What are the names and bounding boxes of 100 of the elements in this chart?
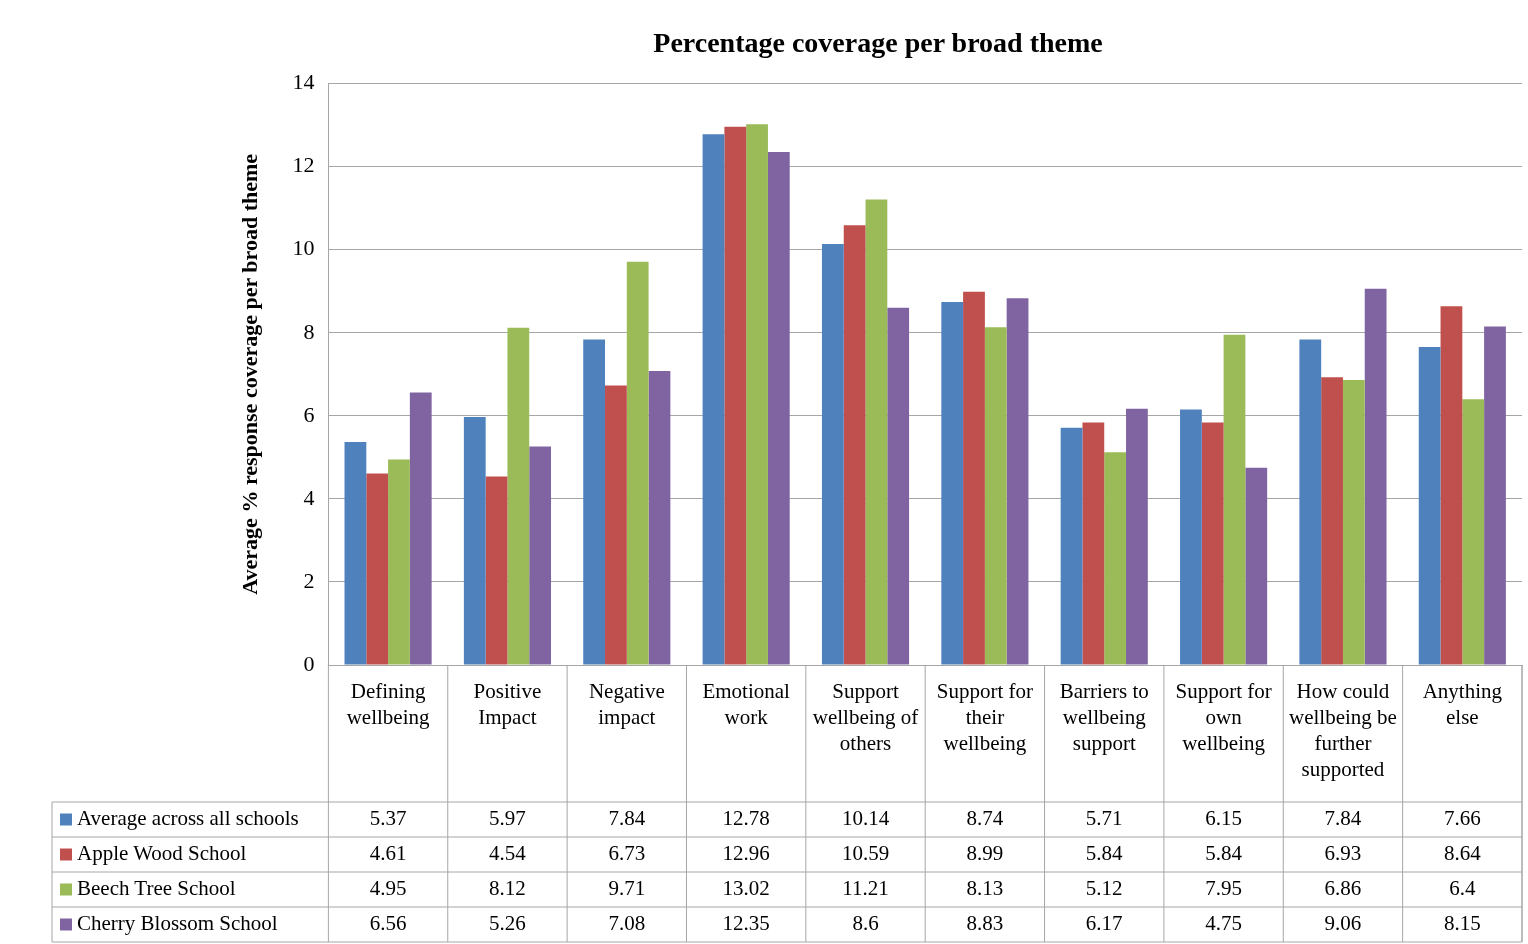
x-tick-label: Positive Impact <box>473 678 542 729</box>
data-label: 9.71 <box>608 876 646 901</box>
bar <box>1126 408 1148 665</box>
data-label: 7.66 <box>1443 806 1481 831</box>
bar <box>388 459 410 665</box>
bar <box>724 126 747 665</box>
bar <box>767 152 790 665</box>
data-label: 5.71 <box>1085 806 1123 831</box>
data-label: 9.06 <box>1324 911 1362 936</box>
data-label: 6.17 <box>1085 911 1123 936</box>
bar <box>1201 422 1224 665</box>
bar <box>485 476 508 665</box>
x-tick-label: Emotional work <box>702 678 791 729</box>
data-label: 6.93 <box>1324 841 1362 866</box>
x-tick-label: Support wellbeing of others <box>812 678 919 756</box>
bar <box>963 291 985 665</box>
bar <box>1104 452 1127 665</box>
data-label: 5.26 <box>489 911 526 936</box>
data-label: 4.75 <box>1205 911 1242 936</box>
y-tick-label: 4 <box>303 484 315 510</box>
data-label: 10.14 <box>841 806 890 831</box>
data-label: 11.21 <box>842 876 889 901</box>
data-label: 10.59 <box>841 841 890 866</box>
bar <box>1418 346 1441 665</box>
data-label: 8.83 <box>966 911 1004 936</box>
bar <box>1006 298 1029 665</box>
y-axis-title: Average % response coverage per broad theme <box>236 153 262 595</box>
data-label: 8.15 <box>1443 911 1481 936</box>
bar <box>1223 334 1246 665</box>
data-label: 8.12 <box>489 876 526 901</box>
legend-label: Cherry Blossom School <box>77 911 278 936</box>
data-label: 4.95 <box>369 876 407 901</box>
bar <box>605 385 627 665</box>
y-tick-label: 12 <box>292 152 315 178</box>
y-tick-label: 8 <box>303 318 315 344</box>
data-label: 5.12 <box>1085 876 1123 901</box>
x-tick-label: Negative impact <box>588 678 665 729</box>
data-label: 8.99 <box>966 841 1004 866</box>
x-tick-label: Anything else <box>1422 678 1503 729</box>
data-label: 6.86 <box>1324 876 1362 901</box>
data-label: 6.4 <box>1449 876 1476 901</box>
data-label: 6.73 <box>608 841 646 866</box>
y-tick-label: 6 <box>303 401 315 427</box>
bar <box>1082 422 1105 665</box>
chart-title: Percentage coverage per broad theme <box>653 27 1103 59</box>
data-label: 12.96 <box>722 841 770 866</box>
bar <box>344 441 367 665</box>
data-label: 8.64 <box>1443 841 1482 866</box>
bar <box>702 134 725 665</box>
data-label: 8.6 <box>852 911 879 936</box>
legend-label: Average across all schools <box>77 806 299 831</box>
data-label: 12.78 <box>722 806 770 831</box>
bar <box>626 261 649 665</box>
bar <box>1484 326 1506 665</box>
data-label: 6.56 <box>369 911 407 936</box>
bar <box>648 370 671 665</box>
data-label: 13.02 <box>722 876 770 901</box>
bar <box>583 339 606 665</box>
data-label: 6.15 <box>1205 806 1242 831</box>
data-label: 4.61 <box>369 841 407 866</box>
bar <box>1462 399 1485 665</box>
x-tick-label: Support for their wellbeing <box>936 678 1034 756</box>
bar <box>1299 339 1322 665</box>
bar <box>746 124 768 665</box>
data-label: 8.74 <box>966 806 1004 831</box>
bar <box>366 473 389 665</box>
bar <box>984 327 1007 665</box>
data-label: 4.54 <box>489 841 527 866</box>
bar <box>1060 427 1083 665</box>
data-label: 5.97 <box>489 806 526 831</box>
bar <box>1364 288 1387 665</box>
bar <box>821 243 844 665</box>
data-label: 5.37 <box>369 806 407 831</box>
y-tick-label: 0 <box>303 650 315 676</box>
data-label: 7.08 <box>608 911 646 936</box>
legend-label: Apple Wood School <box>77 841 247 866</box>
bar <box>887 307 910 665</box>
y-tick-label: 14 <box>292 69 315 95</box>
bar <box>941 302 964 665</box>
legend-label: Beech Tree School <box>77 876 236 901</box>
y-tick-label: 10 <box>292 235 315 261</box>
bar <box>843 225 866 665</box>
data-label: 7.95 <box>1205 876 1242 901</box>
bar <box>1180 409 1202 665</box>
bar <box>463 417 486 665</box>
y-tick-label: 2 <box>303 567 315 593</box>
data-label: 8.13 <box>966 876 1004 901</box>
bar <box>1342 380 1365 665</box>
x-tick-label: Defining wellbeing <box>346 678 430 729</box>
x-tick-label: Support for own wellbeing <box>1175 678 1272 756</box>
bar <box>1321 377 1343 665</box>
data-label: 7.84 <box>608 806 646 831</box>
data-label: 12.35 <box>722 911 770 936</box>
data-label: 5.84 <box>1205 841 1243 866</box>
data-label: 5.84 <box>1085 841 1124 866</box>
bar <box>529 446 552 665</box>
bar <box>1245 467 1268 665</box>
bar <box>409 392 432 665</box>
data-label: 7.84 <box>1324 806 1362 831</box>
x-tick-label: Barriers to wellbeing support <box>1059 678 1149 756</box>
